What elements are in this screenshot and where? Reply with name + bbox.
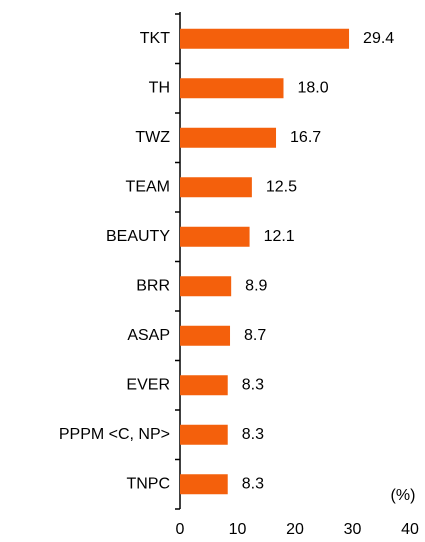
bar (180, 177, 252, 198)
value-label: 12.5 (266, 178, 297, 195)
bar (180, 325, 231, 346)
x-tick-label: 0 (176, 521, 185, 538)
value-label: 18.0 (298, 79, 329, 96)
bar (180, 474, 228, 495)
y-tick-label: BRR (136, 277, 170, 294)
y-tick-label: TNPC (126, 475, 170, 492)
value-label: 12.1 (264, 228, 295, 245)
y-tick-label: TH (149, 79, 170, 96)
x-tick-label: 40 (401, 521, 419, 538)
value-label: 8.3 (242, 376, 264, 393)
y-tick-label: TWZ (135, 129, 170, 146)
value-label: 8.3 (242, 475, 264, 492)
y-tick-label: BEAUTY (106, 228, 170, 245)
value-label: 16.7 (290, 129, 321, 146)
bar (180, 375, 228, 396)
y-tick-label: EVER (126, 376, 170, 393)
y-tick-label: PPPM <C, NP> (59, 426, 170, 443)
y-tick-label: TKT (140, 30, 170, 47)
value-label: 8.3 (242, 426, 264, 443)
value-label: 8.7 (244, 327, 266, 344)
bar (180, 424, 228, 445)
bar (180, 127, 277, 148)
bar (180, 226, 250, 247)
bar (180, 28, 350, 49)
bar (180, 78, 284, 99)
bar (180, 276, 232, 297)
value-label: 29.4 (363, 30, 394, 47)
x-tick-label: 10 (229, 521, 247, 538)
x-tick-label: 20 (286, 521, 304, 538)
unit-annotation: (%) (391, 487, 416, 504)
value-label: 8.9 (245, 277, 267, 294)
y-tick-label: ASAP (127, 327, 170, 344)
x-tick-label: 30 (344, 521, 362, 538)
y-tick-label: TEAM (126, 178, 170, 195)
